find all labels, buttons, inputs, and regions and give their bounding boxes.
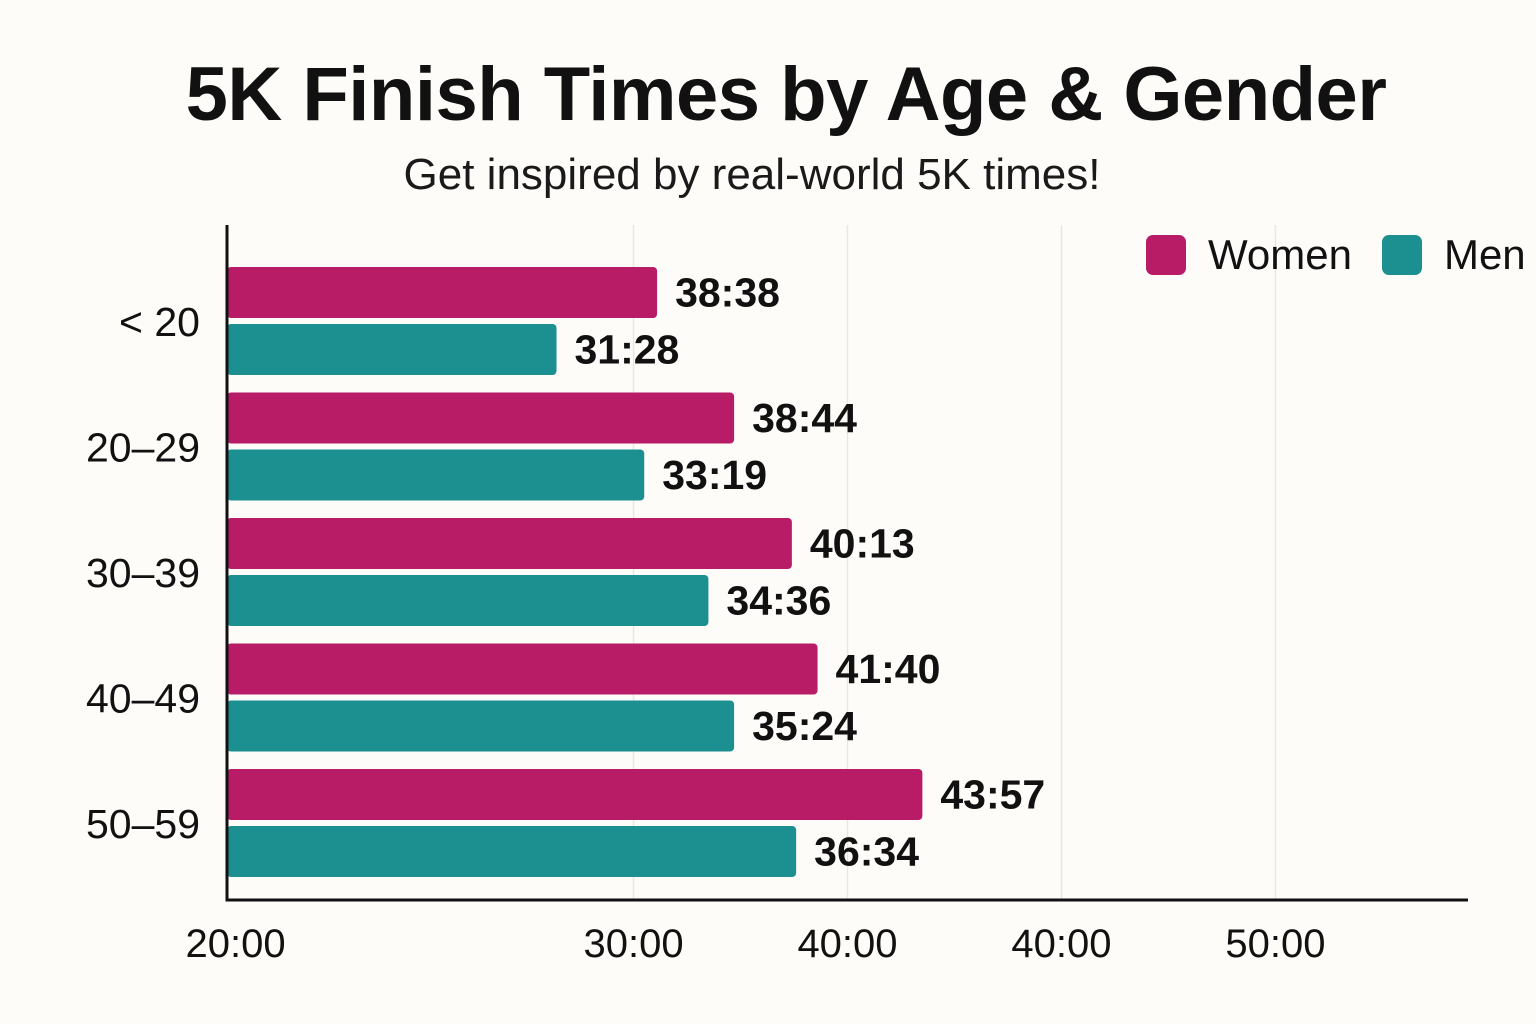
- chart-legend: Women Men: [1146, 230, 1526, 280]
- legend-item-men: Men: [1381, 230, 1526, 280]
- bar-men-0: [227, 324, 557, 375]
- category-label-0: < 20: [119, 299, 200, 345]
- x-tick-label-3: 40:00: [1011, 922, 1111, 966]
- x-tick-label-1: 30:00: [583, 922, 683, 966]
- x-tick-label-2: 40:00: [797, 922, 897, 966]
- category-label-1: 20–29: [86, 425, 200, 471]
- bar-men-2: [227, 575, 709, 626]
- value-label-women-1: 38:44: [752, 395, 857, 441]
- value-label-men-1: 33:19: [662, 452, 767, 498]
- bar-women-4: [227, 769, 923, 820]
- category-label-3: 40–49: [86, 676, 200, 722]
- category-label-4: 50–59: [86, 801, 200, 847]
- legend-label-women: Women: [1208, 231, 1352, 278]
- category-label-2: 30–39: [86, 550, 200, 596]
- chart-title: 5K Finish Times by Age & Gender: [185, 52, 1387, 137]
- value-label-men-0: 31:28: [575, 327, 680, 373]
- bar-women-1: [227, 392, 735, 444]
- chart-subtitle: Get inspired by real-world 5K times!: [403, 150, 1101, 199]
- bar-men-3: [227, 700, 735, 752]
- bar-women-3: [227, 643, 818, 695]
- legend-swatch-women: [1146, 235, 1186, 275]
- bar-women-2: [227, 518, 792, 569]
- value-label-men-3: 35:24: [752, 703, 857, 749]
- value-label-men-2: 34:36: [726, 578, 831, 624]
- x-tick-label-0: 20:00: [186, 922, 286, 966]
- legend-item-women: Women: [1146, 230, 1352, 280]
- value-label-women-3: 41:40: [836, 646, 941, 692]
- value-label-women-4: 43:57: [940, 772, 1045, 818]
- x-tick-label-4: 50:00: [1225, 922, 1325, 966]
- bar-men-1: [227, 449, 645, 501]
- bar-men-4: [227, 826, 797, 877]
- value-label-men-4: 36:34: [814, 829, 919, 875]
- legend-label-men: Men: [1443, 231, 1526, 278]
- value-label-women-0: 38:38: [675, 270, 780, 316]
- legend-swatch-men: [1381, 235, 1422, 275]
- bar-women-0: [227, 267, 658, 318]
- value-label-women-2: 40:13: [810, 521, 915, 567]
